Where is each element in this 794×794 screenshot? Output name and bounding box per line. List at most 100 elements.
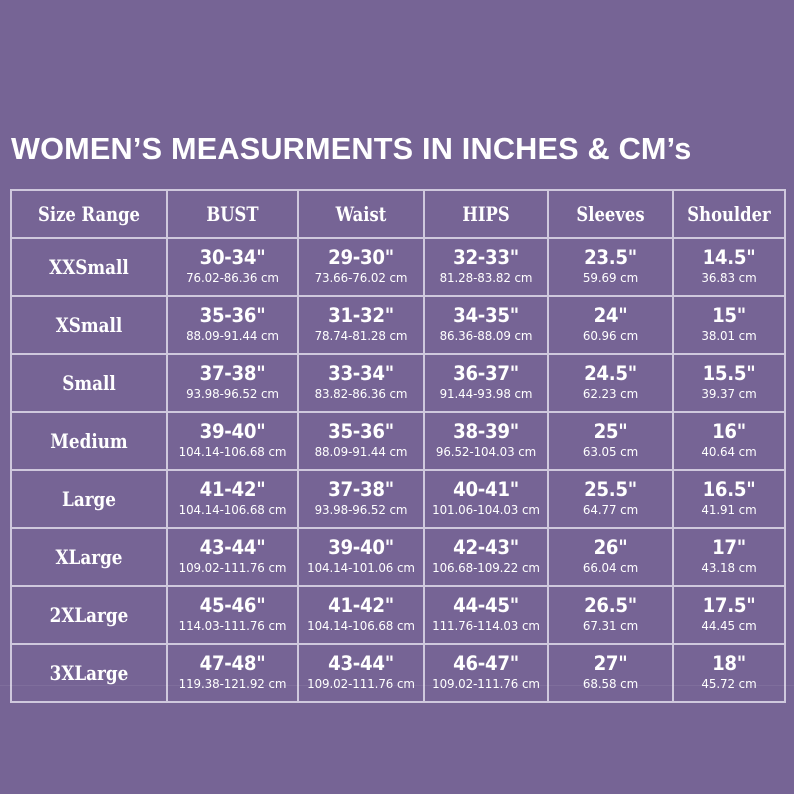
sleeves-inches: 23.5"	[584, 246, 637, 269]
table-row: Medium 39-40" 104.14-106.68 cm 35-36" 88.09-…	[10, 411, 786, 471]
waist-inches: 35-36"	[328, 420, 394, 443]
hips-cm: 101.06-104.03 cm	[432, 502, 540, 517]
bust-inches: 45-46"	[199, 594, 266, 617]
sleeves-cell: 24" 60.96 cm	[547, 295, 674, 355]
bust-cm: 88.09-91.44 cm	[186, 328, 279, 343]
sleeves-cell: 27" 68.58 cm	[547, 643, 674, 703]
sleeves-cm: 59.69 cm	[582, 270, 639, 285]
column-header-bust: BUST	[166, 189, 299, 239]
sleeves-inches: 25.5"	[584, 478, 637, 501]
waist-cell: 31-32" 78.74-81.28 cm	[297, 295, 425, 355]
shoulder-cm: 41.91 cm	[701, 502, 757, 517]
size-range-cell: Medium	[10, 411, 168, 471]
hips-inches: 36-37"	[453, 362, 519, 385]
hips-cm: 81.28-83.82 cm	[439, 270, 533, 285]
column-header-sleeves: Sleeves	[547, 189, 674, 239]
table-body: XXSmall 30-34" 76.02-86.36 cm 29-30" 73.66-7…	[10, 237, 786, 703]
waist-inches: 31-32"	[328, 304, 394, 327]
bust-cell: 47-48" 119.38-121.92 cm	[166, 643, 299, 703]
waist-cell: 29-30" 73.66-76.02 cm	[297, 237, 425, 297]
sleeves-cell: 26.5" 67.31 cm	[547, 585, 674, 645]
hips-cm: 91.44-93.98 cm	[439, 386, 533, 401]
bust-inches: 47-48"	[199, 652, 266, 675]
size-range-label: Medium	[50, 429, 128, 453]
column-header-hips: HIPS	[423, 189, 549, 239]
bust-cell: 45-46" 114.03-111.76 cm	[166, 585, 299, 645]
waist-cm: 104.14-101.06 cm	[307, 560, 415, 575]
waist-cell: 39-40" 104.14-101.06 cm	[297, 527, 425, 587]
waist-cell: 35-36" 88.09-91.44 cm	[297, 411, 425, 471]
waist-cell: 41-42" 104.14-106.68 cm	[297, 585, 425, 645]
bust-cm: 76.02-86.36 cm	[186, 270, 279, 285]
table-row: Small 37-38" 93.98-96.52 cm 33-34" 83.82-86.…	[10, 353, 786, 413]
hips-inches: 32-33"	[453, 246, 519, 269]
shoulder-cm: 45.72 cm	[701, 676, 757, 691]
shoulder-cell: 16" 40.64 cm	[672, 411, 786, 471]
column-header-label: Shoulder	[687, 202, 771, 226]
sleeves-cell: 25.5" 64.77 cm	[547, 469, 674, 529]
shoulder-cm: 40.64 cm	[701, 444, 757, 459]
hips-inches: 38-39"	[453, 420, 519, 443]
column-header-label: HIPS	[462, 202, 510, 226]
shoulder-inches: 15.5"	[702, 362, 756, 385]
shoulder-inches: 17"	[712, 536, 746, 559]
size-range-label: 2XLarge	[49, 603, 129, 627]
shoulder-cm: 39.37 cm	[701, 386, 757, 401]
column-header-shoulder: Shoulder	[672, 189, 786, 239]
hips-cell: 46-47" 109.02-111.76 cm	[423, 643, 549, 703]
sleeves-cm: 62.23 cm	[582, 386, 639, 401]
measurements-table: Size Range BUST Waist HIPS Sleeves Shoul…	[10, 189, 786, 703]
hips-inches: 44-45"	[453, 594, 519, 617]
size-range-cell: XSmall	[10, 295, 168, 355]
size-range-label: XLarge	[55, 545, 123, 569]
shoulder-cell: 15" 38.01 cm	[672, 295, 786, 355]
waist-inches: 37-38"	[328, 478, 394, 501]
column-header-size-range: Size Range	[10, 189, 168, 239]
bust-cell: 35-36" 88.09-91.44 cm	[166, 295, 299, 355]
size-range-cell: Large	[10, 469, 168, 529]
sleeves-cm: 67.31 cm	[582, 618, 639, 633]
bust-cm: 104.14-106.68 cm	[178, 444, 287, 459]
hips-cell: 42-43" 106.68-109.22 cm	[423, 527, 549, 587]
sleeves-cm: 60.96 cm	[582, 328, 639, 343]
table-row: 3XLarge 47-48" 119.38-121.92 cm 43-44" 109.0…	[10, 643, 786, 703]
waist-cm: 83.82-86.36 cm	[314, 386, 408, 401]
hips-cell: 36-37" 91.44-93.98 cm	[423, 353, 549, 413]
hips-inches: 46-47"	[453, 652, 519, 675]
shoulder-inches: 18"	[712, 652, 746, 675]
bust-cm: 114.03-111.76 cm	[178, 618, 287, 633]
shoulder-cell: 16.5" 41.91 cm	[672, 469, 786, 529]
waist-inches: 33-34"	[328, 362, 394, 385]
shoulder-inches: 14.5"	[702, 246, 756, 269]
hips-inches: 40-41"	[453, 478, 519, 501]
hips-cell: 32-33" 81.28-83.82 cm	[423, 237, 549, 297]
sleeves-cm: 68.58 cm	[582, 676, 639, 691]
page-title: WOMEN’S MEASURMENTS IN INCHES & CM’s	[11, 132, 692, 166]
waist-cm: 109.02-111.76 cm	[307, 676, 415, 691]
sleeves-inches: 26.5"	[584, 594, 637, 617]
sleeves-inches: 25"	[593, 420, 628, 443]
hips-cm: 96.52-104.03 cm	[435, 444, 537, 459]
size-range-label: XSmall	[55, 313, 123, 337]
bust-cell: 37-38" 93.98-96.52 cm	[166, 353, 299, 413]
bust-cell: 30-34" 76.02-86.36 cm	[166, 237, 299, 297]
bust-inches: 37-38"	[199, 362, 266, 385]
bust-cm: 93.98-96.52 cm	[186, 386, 279, 401]
sleeves-cell: 23.5" 59.69 cm	[547, 237, 674, 297]
shoulder-inches: 17.5"	[702, 594, 756, 617]
hips-cm: 86.36-88.09 cm	[439, 328, 533, 343]
background-seam-line	[0, 685, 794, 686]
table-row: XXSmall 30-34" 76.02-86.36 cm 29-30" 73.66-7…	[10, 237, 786, 297]
waist-inches: 29-30"	[328, 246, 394, 269]
column-header-label: BUST	[206, 202, 259, 226]
shoulder-inches: 16.5"	[702, 478, 756, 501]
sleeves-cm: 64.77 cm	[582, 502, 639, 517]
bust-inches: 39-40"	[199, 420, 266, 443]
hips-cell: 34-35" 86.36-88.09 cm	[423, 295, 549, 355]
size-range-label: Small	[62, 371, 116, 395]
waist-cell: 43-44" 109.02-111.76 cm	[297, 643, 425, 703]
column-header-label: Waist	[335, 202, 387, 226]
shoulder-cm: 43.18 cm	[701, 560, 757, 575]
shoulder-inches: 16"	[712, 420, 746, 443]
